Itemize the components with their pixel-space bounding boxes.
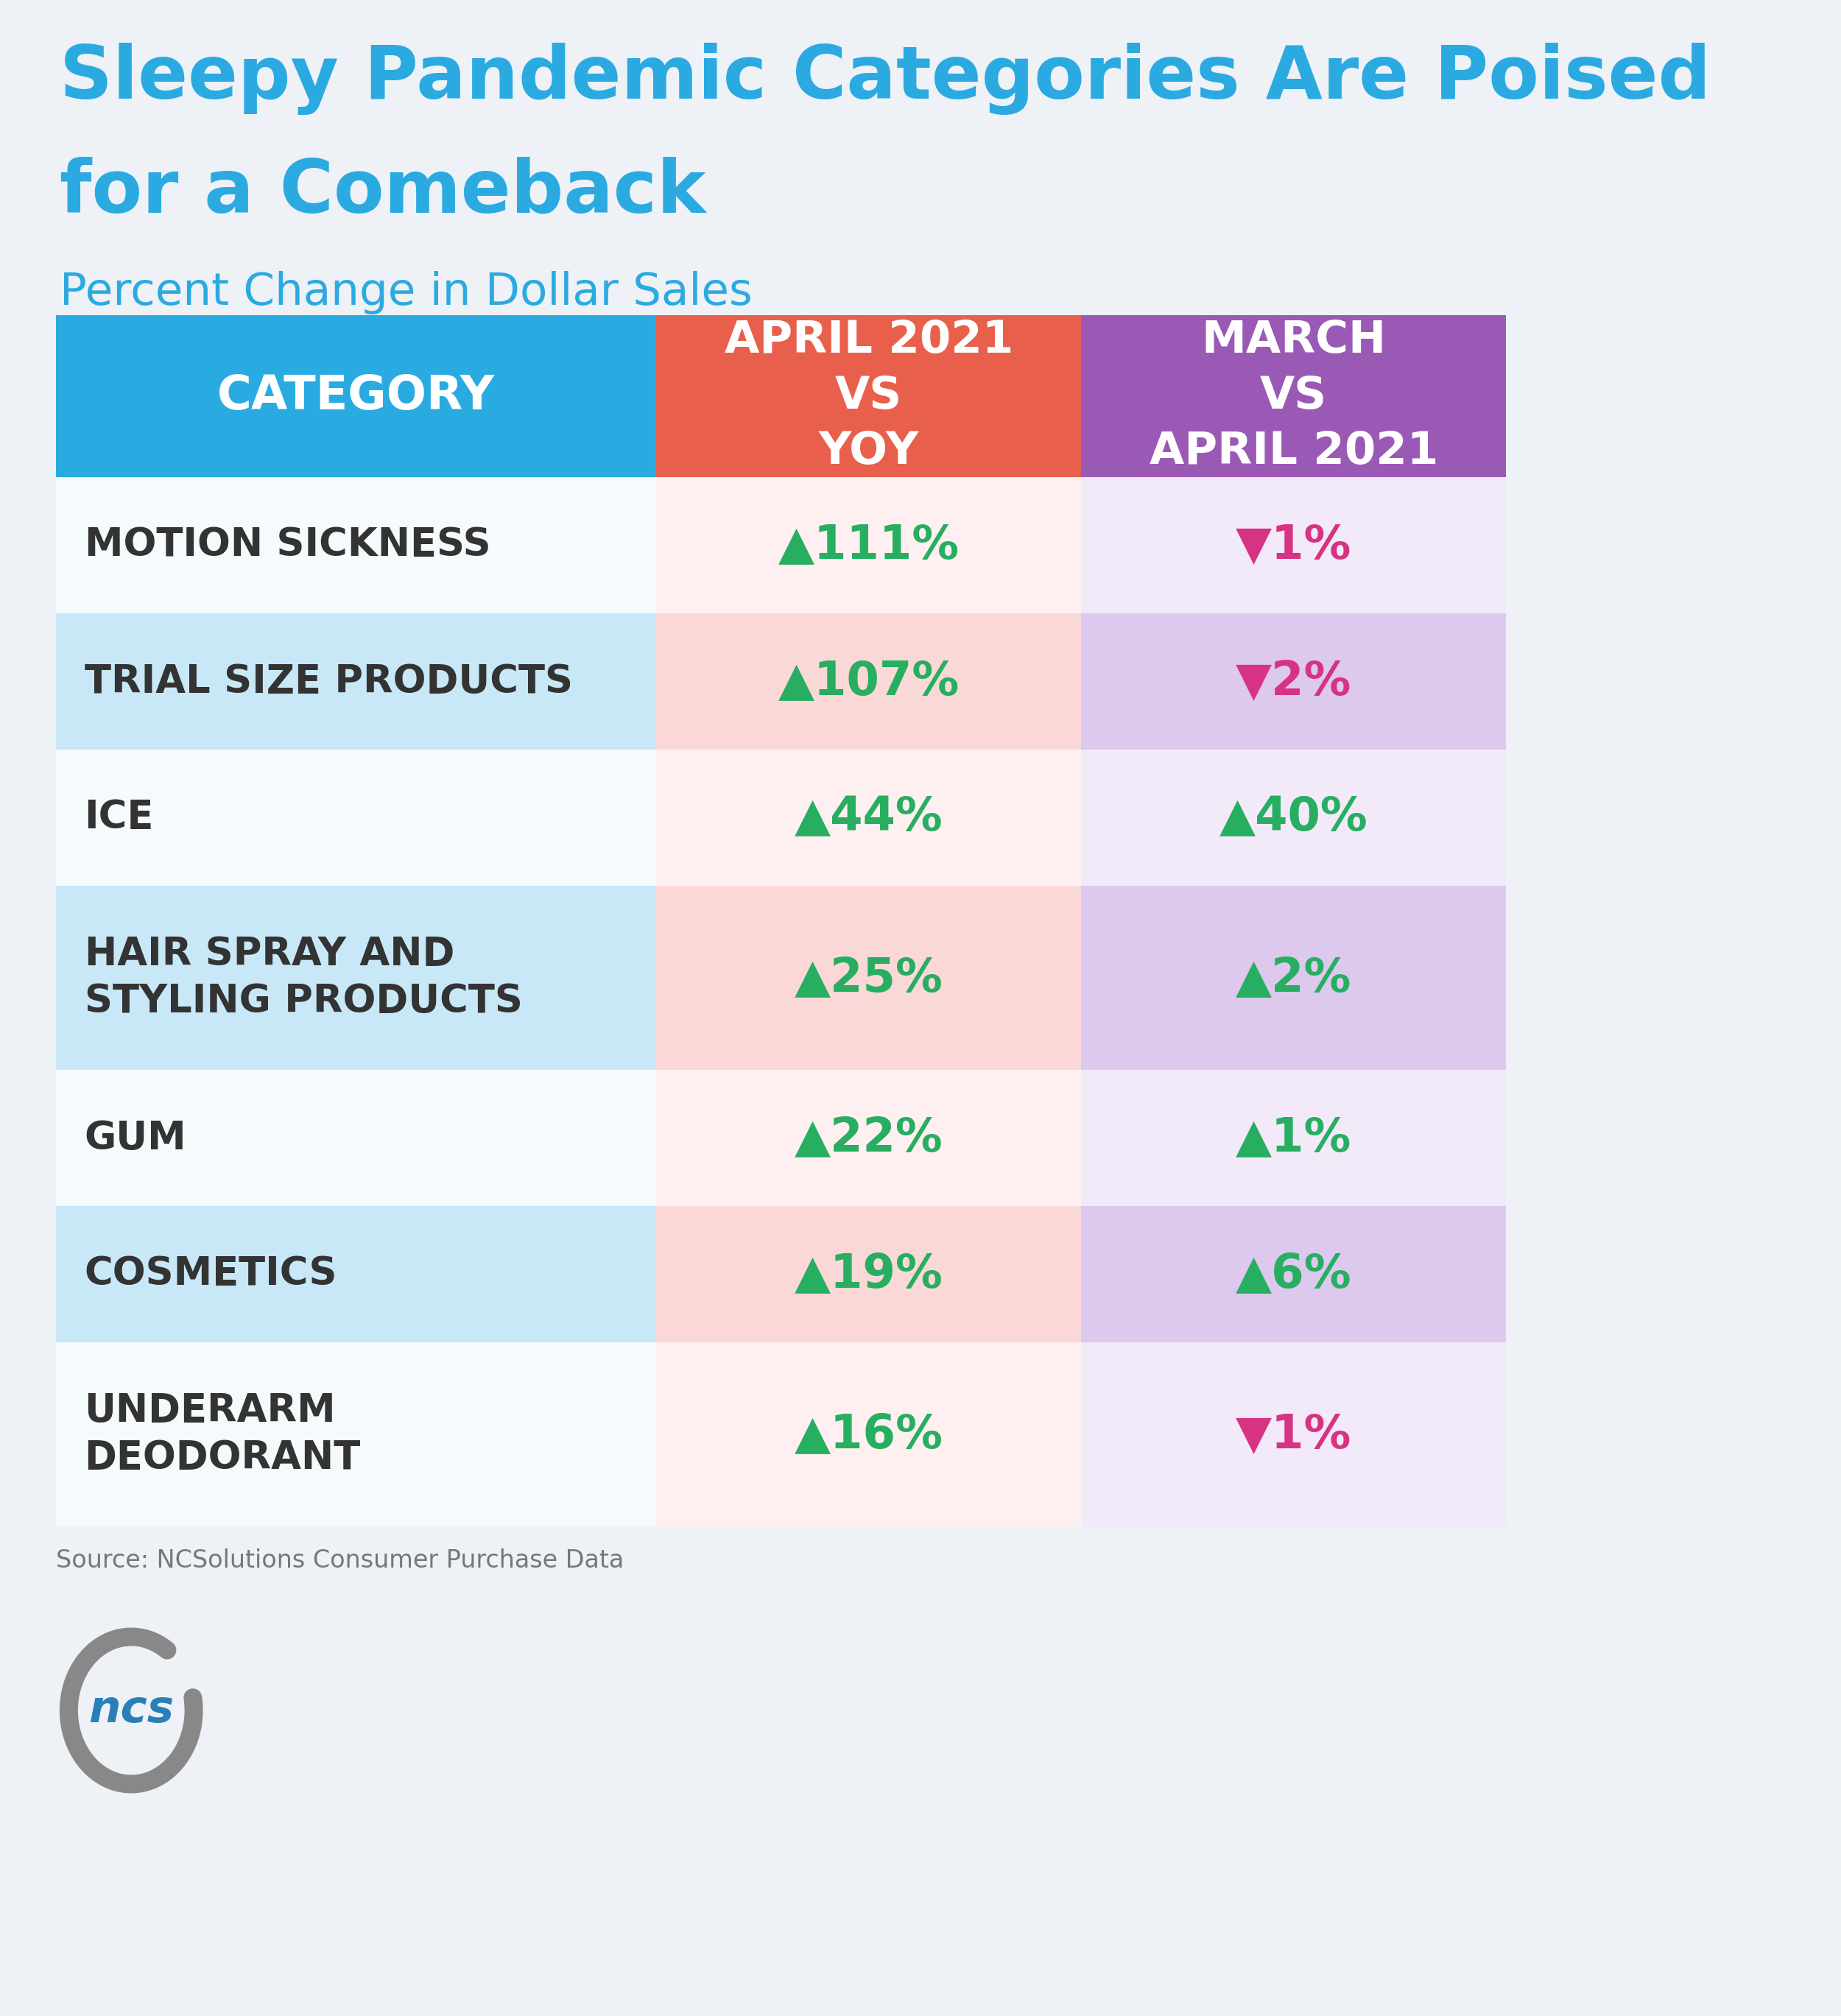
Text: ▼1%: ▼1% [1235, 1411, 1351, 1458]
FancyBboxPatch shape [57, 1343, 655, 1526]
Text: TRIAL SIZE PRODUCTS: TRIAL SIZE PRODUCTS [85, 663, 573, 702]
Text: ▲25%: ▲25% [795, 956, 943, 1000]
FancyBboxPatch shape [655, 1206, 1081, 1343]
Text: Percent Change in Dollar Sales: Percent Change in Dollar Sales [59, 270, 753, 314]
Text: Source: NCSolutions Consumer Purchase Data: Source: NCSolutions Consumer Purchase Da… [57, 1548, 624, 1572]
Text: for a Comeback: for a Comeback [59, 157, 705, 228]
FancyBboxPatch shape [1081, 1343, 1506, 1526]
FancyBboxPatch shape [655, 314, 1081, 478]
Text: GUM: GUM [85, 1119, 186, 1157]
Text: ▲16%: ▲16% [793, 1411, 943, 1458]
FancyBboxPatch shape [655, 885, 1081, 1070]
Text: ▲2%: ▲2% [1235, 956, 1351, 1000]
Text: ▲107%: ▲107% [779, 659, 959, 704]
FancyBboxPatch shape [1081, 1206, 1506, 1343]
FancyBboxPatch shape [655, 1070, 1081, 1206]
Text: ▲1%: ▲1% [1235, 1115, 1351, 1161]
Text: ICE: ICE [85, 798, 155, 837]
FancyBboxPatch shape [655, 478, 1081, 613]
FancyBboxPatch shape [655, 750, 1081, 885]
FancyBboxPatch shape [1081, 750, 1506, 885]
Text: Sleepy Pandemic Categories Are Poised: Sleepy Pandemic Categories Are Poised [59, 42, 1710, 115]
Text: ▲111%: ▲111% [779, 522, 959, 569]
FancyBboxPatch shape [57, 613, 655, 750]
FancyBboxPatch shape [655, 613, 1081, 750]
FancyBboxPatch shape [57, 1206, 655, 1343]
Text: MOTION SICKNESS: MOTION SICKNESS [85, 526, 490, 564]
FancyBboxPatch shape [57, 750, 655, 885]
FancyBboxPatch shape [57, 885, 655, 1070]
FancyBboxPatch shape [1081, 885, 1506, 1070]
Text: ▲44%: ▲44% [795, 794, 943, 841]
Text: ▲6%: ▲6% [1235, 1252, 1351, 1296]
FancyBboxPatch shape [1081, 314, 1506, 478]
Text: ▼2%: ▼2% [1235, 659, 1351, 704]
Text: MARCH
VS
APRIL 2021: MARCH VS APRIL 2021 [1149, 319, 1438, 474]
Text: ▼1%: ▼1% [1235, 522, 1351, 569]
Text: ncs: ncs [88, 1689, 175, 1732]
FancyBboxPatch shape [57, 1070, 655, 1206]
Text: APRIL 2021
VS
YOY: APRIL 2021 VS YOY [724, 319, 1013, 474]
Text: COSMETICS: COSMETICS [85, 1256, 337, 1294]
FancyBboxPatch shape [655, 1343, 1081, 1526]
Text: HAIR SPRAY AND
STYLING PRODUCTS: HAIR SPRAY AND STYLING PRODUCTS [85, 935, 523, 1020]
FancyBboxPatch shape [57, 314, 655, 478]
Text: ▲19%: ▲19% [795, 1252, 943, 1296]
Text: CATEGORY: CATEGORY [217, 373, 495, 419]
Text: ▲22%: ▲22% [795, 1115, 943, 1161]
Text: ▲40%: ▲40% [1219, 794, 1368, 841]
FancyBboxPatch shape [1081, 478, 1506, 613]
FancyBboxPatch shape [1081, 1070, 1506, 1206]
FancyBboxPatch shape [1081, 613, 1506, 750]
Text: UNDERARM
DEODORANT: UNDERARM DEODORANT [85, 1391, 361, 1478]
FancyBboxPatch shape [57, 478, 655, 613]
